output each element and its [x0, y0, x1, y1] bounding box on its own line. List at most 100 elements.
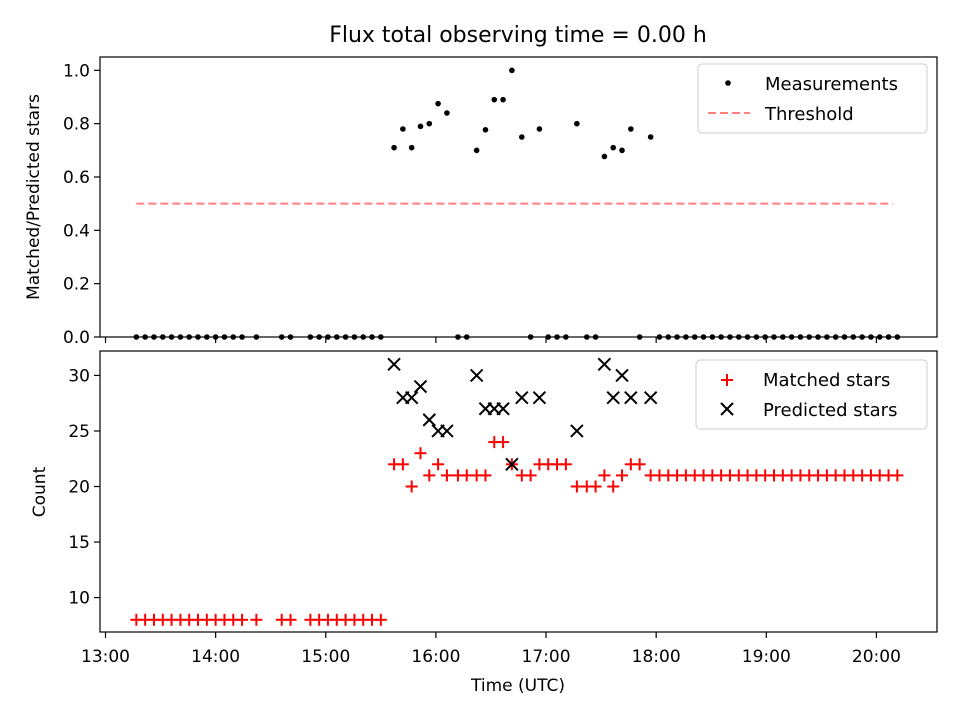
predicted-star-point: [496, 402, 510, 416]
x-tick-label: 18:00: [632, 647, 681, 667]
measurement-point: [619, 147, 625, 154]
bottom-legend-box: [695, 359, 928, 430]
predicted-star-point: [570, 424, 584, 438]
bottom-panel: Count Time (UTC) 10 15 20 25 30 13:00 14:00 15…: [30, 350, 938, 696]
measurement-point: [519, 134, 525, 140]
bottom-y-tick-label: 25: [68, 422, 90, 442]
top-legend: Measurements Threshold: [697, 63, 928, 134]
matched-star-point: [440, 469, 453, 482]
top-y-ticks: 0.0 0.2 0.4 0.6 0.8 1.0: [63, 61, 100, 348]
predicted-star-point: [469, 368, 484, 383]
matched-star-point: [497, 436, 510, 449]
chart-title: Flux total observing time = 0.00 h: [329, 23, 707, 48]
legend-predicted-marker: [720, 402, 734, 416]
matched-star-point: [236, 613, 249, 626]
top-y-tick-label: 0.4: [63, 221, 90, 241]
top-y-tick-label: 0.8: [63, 115, 90, 135]
measurement-point: [509, 67, 515, 74]
x-tick-label: 16:00: [411, 647, 460, 667]
measurement-point: [391, 144, 397, 151]
measurement-point: [426, 120, 433, 127]
matched-star-point: [633, 458, 646, 471]
matched-star-point: [423, 469, 436, 482]
measurement-point: [574, 120, 580, 127]
measurement-point: [444, 110, 450, 116]
bottom-y-tick-label: 10: [68, 589, 90, 609]
top-y-tick-label: 0.2: [63, 275, 90, 295]
predicted-star-point: [643, 390, 658, 405]
legend-threshold-label: Threshold: [764, 104, 854, 125]
legend-predicted-label: Predicted stars: [763, 400, 897, 421]
matched-star-point: [607, 480, 620, 493]
matched-star-point: [414, 447, 427, 460]
predicted-star-point: [515, 390, 529, 405]
matched-star-point: [598, 469, 611, 482]
bottom-y-tick-label: 20: [68, 478, 90, 498]
x-tick-label: 15:00: [301, 647, 350, 667]
bottom-plot-frame: [99, 350, 938, 633]
measurement-point: [400, 126, 406, 132]
top-y-tick-label: 1.0: [63, 61, 90, 81]
x-tick-label: 19:00: [742, 647, 791, 667]
measurement-point: [610, 144, 617, 151]
matched-star-point: [396, 458, 409, 471]
bottom-y-tick-label: 30: [68, 366, 90, 386]
matched-star-point: [374, 613, 387, 626]
predicted-star-point: [413, 379, 428, 394]
measurement-point: [482, 127, 489, 133]
measurement-point: [500, 96, 506, 103]
predicted-star-point: [532, 390, 547, 405]
legend-measurements-label: Measurements: [765, 74, 898, 95]
top-y-tick-label: 0.0: [63, 328, 90, 348]
measurement-point: [435, 100, 441, 107]
predicted-star-point: [505, 457, 519, 471]
matched-star-point: [524, 469, 537, 482]
measurement-point: [491, 96, 498, 103]
legend-measurement-marker: [725, 80, 731, 86]
predicted-star-point: [440, 424, 454, 438]
bottom-legend: Matched stars Predicted stars: [695, 359, 928, 430]
x-tick-label: 13:00: [81, 647, 130, 667]
bottom-x-ticks: 13:00 14:00 15:00 16:00 17:00 18:00 19:00 20:00: [81, 632, 901, 667]
x-axis-label: Time (UTC): [470, 676, 565, 696]
legend-matched-label: Matched stars: [763, 370, 890, 391]
measurement-point: [647, 134, 654, 140]
predicted-star-point: [624, 390, 638, 405]
predicted-star-points: [387, 357, 658, 471]
predicted-star-point: [615, 368, 629, 383]
bottom-y-tick-label: 15: [68, 533, 90, 553]
predicted-star-point: [387, 357, 401, 372]
measurement-point: [601, 153, 608, 160]
matched-star-point: [589, 480, 602, 493]
x-tick-label: 14:00: [191, 647, 240, 667]
measurement-point: [628, 126, 634, 132]
measurement-point: [408, 144, 415, 151]
top-panel: Flux total observing time = 0.00 h Match…: [24, 23, 938, 348]
matched-star-point: [891, 469, 904, 482]
bottom-y-axis-label: Count: [30, 466, 50, 517]
measurement-point: [417, 123, 424, 130]
matched-star-point: [250, 613, 263, 626]
measurement-point: [473, 147, 480, 154]
predicted-star-point: [422, 413, 437, 427]
matched-star-point: [616, 469, 629, 482]
predicted-star-point: [597, 357, 612, 372]
legend-matched-marker: [721, 374, 733, 386]
matched-star-points: [130, 436, 904, 626]
top-legend-box: [697, 63, 928, 134]
matched-star-point: [432, 458, 445, 471]
matched-star-point: [559, 458, 572, 471]
bottom-y-ticks: 10 15 20 25 30: [68, 366, 100, 609]
top-y-tick-label: 0.6: [63, 168, 90, 188]
matched-star-point: [405, 480, 418, 493]
x-tick-label: 17:00: [522, 647, 571, 667]
predicted-star-point: [404, 390, 419, 405]
matched-star-point: [284, 613, 297, 626]
top-plot-frame: [99, 56, 938, 338]
matched-star-point: [479, 469, 492, 482]
x-tick-label: 20:00: [852, 647, 901, 667]
predicted-star-point: [606, 390, 620, 405]
measurement-point: [536, 126, 543, 132]
top-y-axis-label: Matched/Predicted stars: [24, 94, 44, 300]
